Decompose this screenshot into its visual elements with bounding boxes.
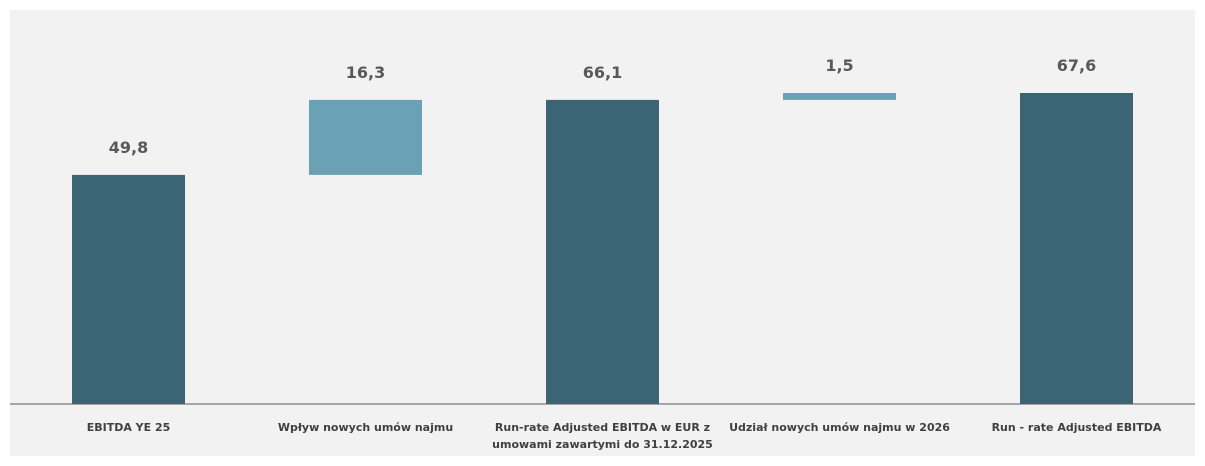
bar-5-total xyxy=(1020,93,1133,404)
value-label-5: 67,6 xyxy=(1057,56,1096,75)
value-label-4: 1,5 xyxy=(825,56,853,75)
category-label-3-line-1: Run-rate Adjusted EBITDA w EUR z xyxy=(495,421,710,434)
bars-layer xyxy=(72,93,1133,405)
bar-3-total xyxy=(546,99,659,405)
bar-4-increase xyxy=(783,93,896,100)
category-label-3: Run-rate Adjusted EBITDA w EUR z umowami … xyxy=(492,421,713,451)
category-label-1-line-1: EBITDA YE 25 xyxy=(87,421,171,434)
bar-1-total xyxy=(72,174,185,404)
category-label-4-line-1: Udział nowych umów najmu w 2026 xyxy=(729,421,950,434)
value-labels-layer: 49,8 16,3 66,1 1,5 67,6 xyxy=(109,56,1096,157)
category-label-5-line-1: Run - rate Adjusted EBITDA xyxy=(992,421,1162,434)
bar-2-increase xyxy=(309,99,422,175)
category-label-3-line-2: umowami zawartymi do 31.12.2025 xyxy=(492,438,713,451)
category-label-2: Wpływ nowych umów najmu xyxy=(278,421,453,434)
value-label-3: 66,1 xyxy=(583,63,622,82)
category-label-5: Run - rate Adjusted EBITDA xyxy=(992,421,1162,434)
value-label-1: 49,8 xyxy=(109,138,148,157)
waterfall-chart: 49,8 16,3 66,1 1,5 67,6 EBITDA YE 25 Wpływ no… xyxy=(10,10,1195,456)
value-label-2: 16,3 xyxy=(346,63,385,82)
chart-canvas: 49,8 16,3 66,1 1,5 67,6 EBITDA YE 25 Wpływ no… xyxy=(10,10,1195,456)
category-label-4: Udział nowych umów najmu w 2026 xyxy=(729,421,950,434)
category-labels-layer: EBITDA YE 25 Wpływ nowych umów najmu Run-r… xyxy=(87,421,1162,451)
category-label-2-line-1: Wpływ nowych umów najmu xyxy=(278,421,453,434)
category-label-1: EBITDA YE 25 xyxy=(87,421,171,434)
